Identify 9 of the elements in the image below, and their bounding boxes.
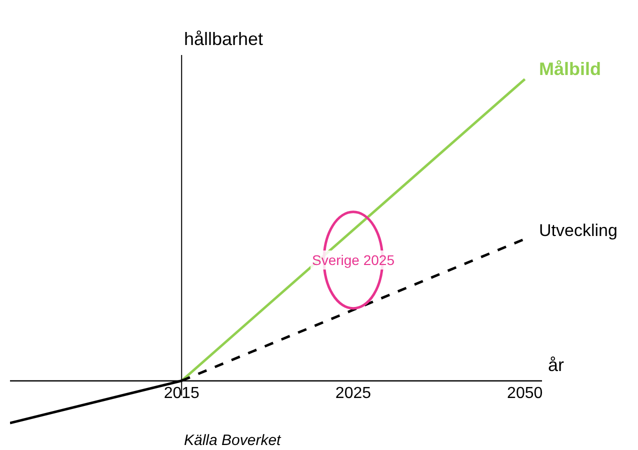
series-label: Utveckling	[539, 221, 618, 240]
series-label: Målbild	[539, 59, 601, 79]
text: Källa Boverket	[184, 432, 282, 449]
annotation: Sverige 2025	[312, 252, 395, 268]
y-axis-title: hållbarhet	[184, 29, 264, 49]
x-axis-title: år	[548, 355, 564, 375]
x-tick-label: 2050	[507, 384, 543, 402]
x-tick-label: 2015	[164, 384, 200, 402]
x-tick-label: 2025	[335, 384, 372, 402]
